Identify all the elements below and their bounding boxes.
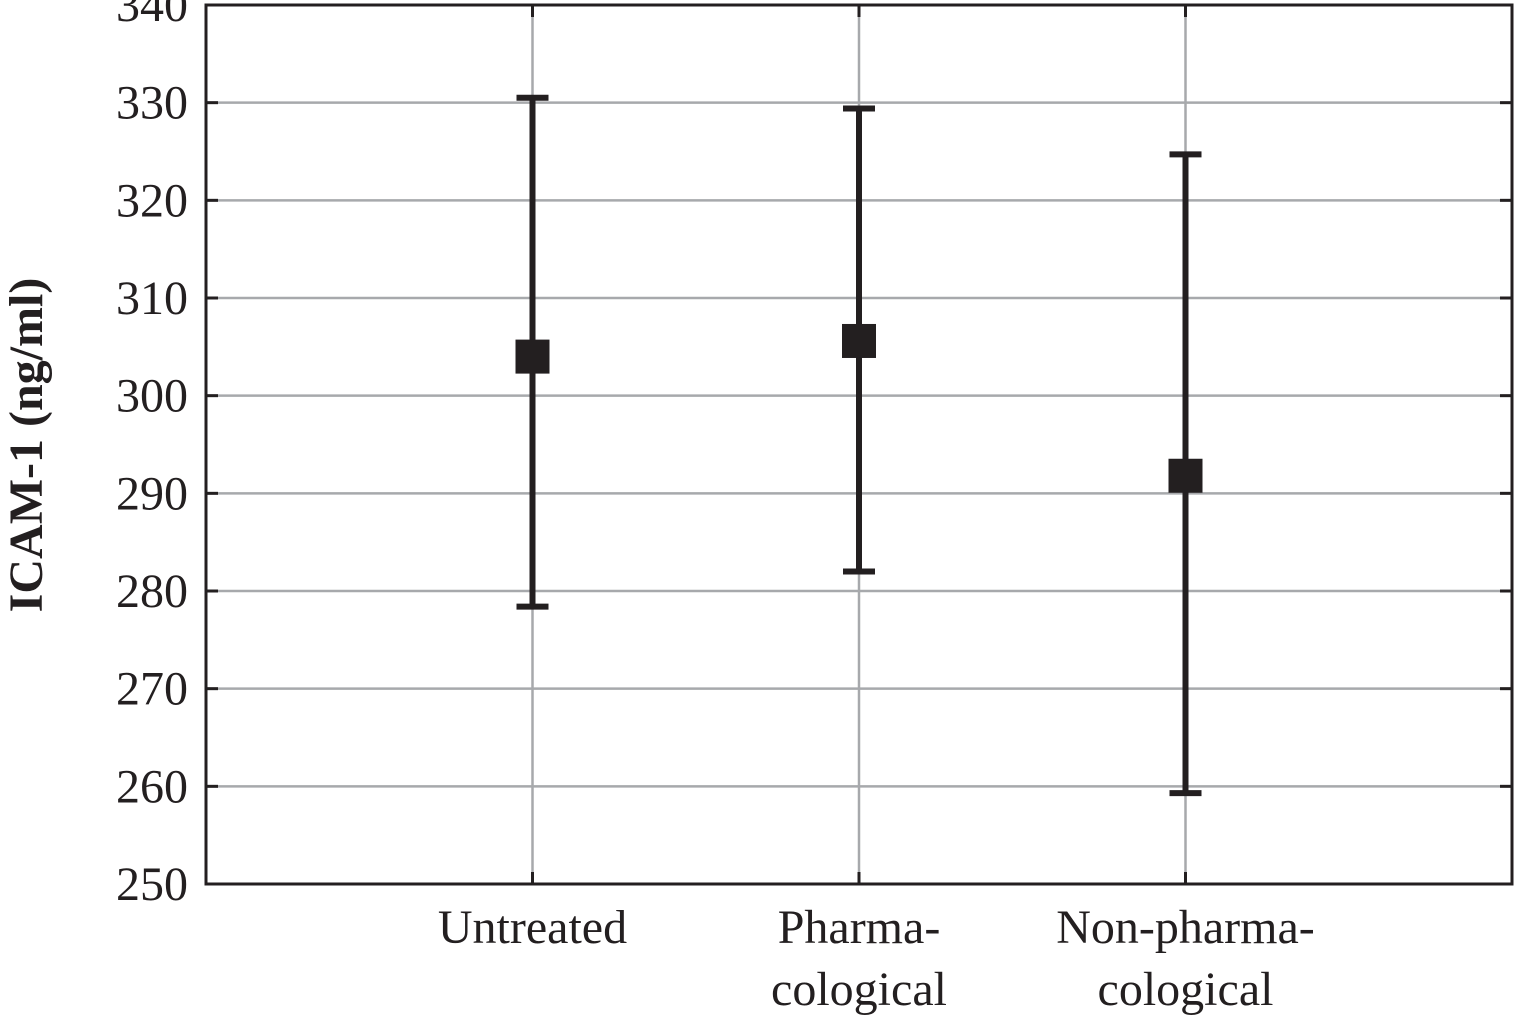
x-tick-label: Pharma-cological <box>771 901 947 1016</box>
y-tick-label: 330 <box>116 77 188 130</box>
y-tick-label: 260 <box>116 760 188 813</box>
y-tick-label: 290 <box>116 467 188 520</box>
mean-marker <box>515 339 550 374</box>
y-tick-label: 310 <box>116 272 188 325</box>
y-tick-label: 270 <box>116 663 188 716</box>
y-tick-label: 250 <box>116 858 188 911</box>
y-tick-label: 340 <box>116 0 188 32</box>
x-tick-label: Non-pharma-cological <box>1056 901 1315 1016</box>
y-axis-label: ICAM-1 (ng/ml) <box>0 278 53 613</box>
x-tick-label: Untreated <box>438 901 627 954</box>
y-tick-label: 300 <box>116 370 188 423</box>
mean-marker <box>1168 458 1203 493</box>
y-tick-label: 280 <box>116 565 188 618</box>
y-tick-label: 320 <box>116 174 188 227</box>
plot-frame <box>204 3 1514 886</box>
mean-marker <box>842 323 876 358</box>
